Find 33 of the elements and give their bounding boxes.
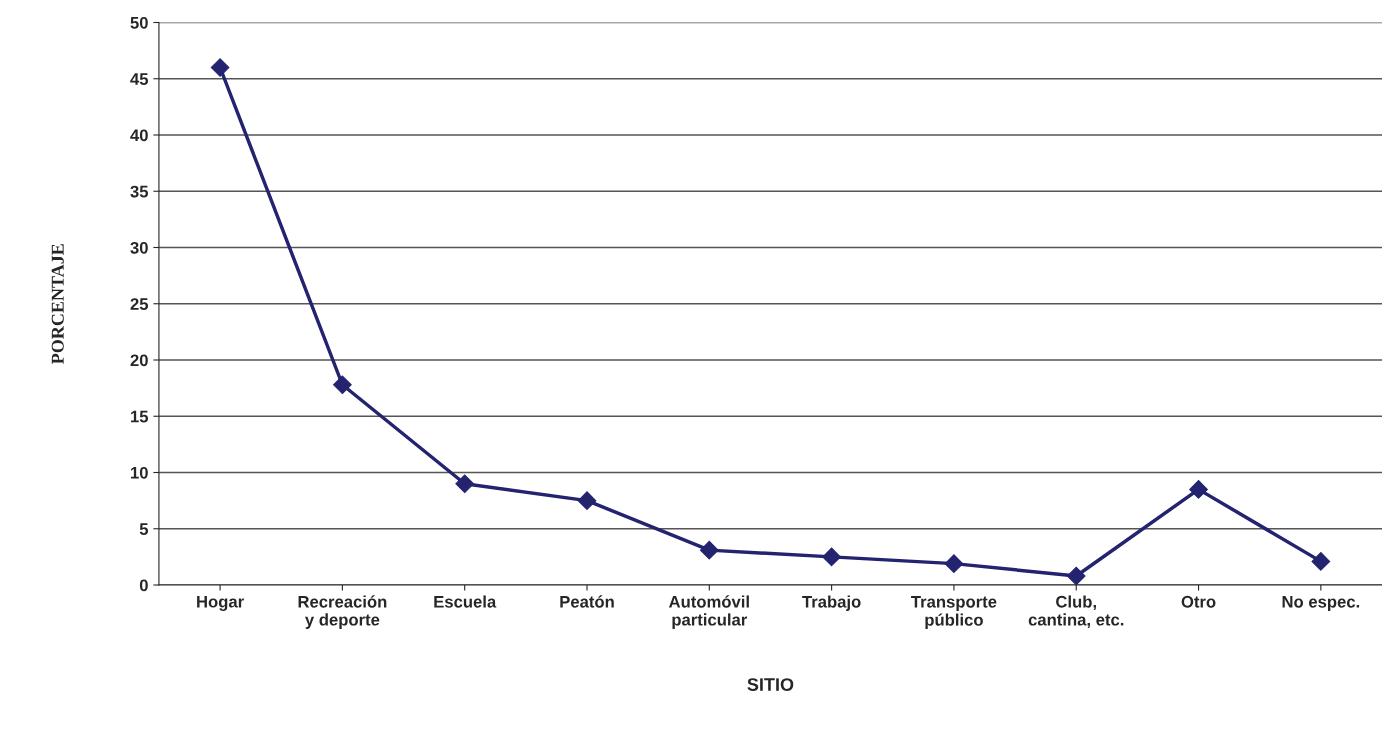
x-tick-label: Trabajo	[802, 595, 861, 611]
point	[1066, 566, 1086, 585]
y-tick-label: 0	[139, 579, 148, 592]
point	[1311, 552, 1331, 571]
point	[699, 540, 719, 560]
point	[210, 58, 230, 77]
point	[944, 554, 964, 573]
y-tick-label: 25	[130, 298, 149, 310]
x-tick-label: Recreación y deporte	[298, 595, 387, 629]
y-tick-label: 35	[130, 185, 149, 198]
x-tick-label: Hogar	[197, 595, 244, 611]
x-tick-label: Otro	[1181, 595, 1216, 608]
x-tick-label: Peatón	[560, 595, 614, 608]
y-tick-label: 40	[130, 129, 148, 142]
y-tick-label: 45	[130, 73, 149, 85]
point	[333, 375, 352, 395]
x-tick-label: Transporte público	[911, 596, 997, 630]
x-axis-title: SITIO	[747, 678, 794, 691]
y-tick-label: 10	[131, 466, 148, 479]
y-axis-title: PORCENTAJE	[51, 244, 64, 364]
x-tick-label: Club, cantina, etc.	[1028, 595, 1124, 629]
y-tick-label: 50	[130, 16, 148, 29]
point	[455, 474, 475, 494]
point	[577, 491, 597, 510]
y-tick-label: 15	[131, 410, 149, 423]
point	[822, 547, 841, 567]
x-tick-label: Automóvil particular	[668, 595, 749, 629]
y-tick-label: 5	[139, 523, 149, 535]
point	[1189, 480, 1208, 499]
x-tick-label: No espec.	[1282, 596, 1360, 611]
y-tick-label: 30	[130, 241, 148, 254]
y-tick-label: 20	[130, 354, 148, 367]
x-tick-label: Escuela	[434, 595, 497, 608]
